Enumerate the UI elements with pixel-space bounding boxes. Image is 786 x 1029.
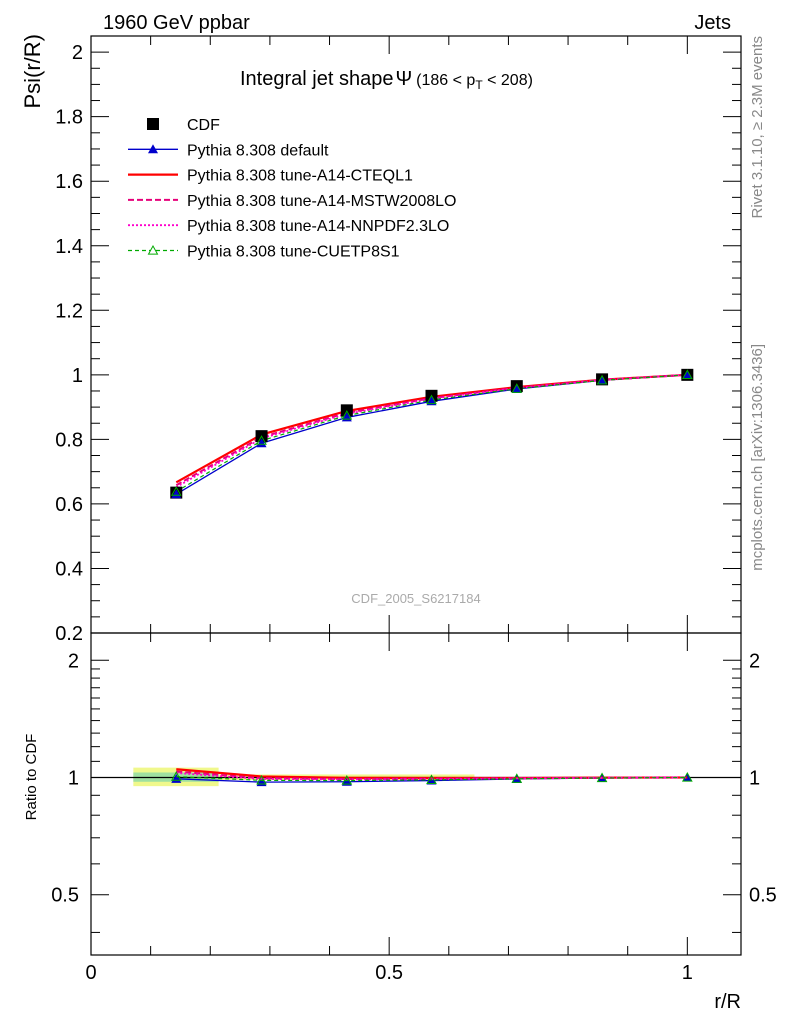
legend-label-4: Pythia 8.308 tune-CUETP8S1 bbox=[187, 244, 400, 261]
main-y-tick-label: 1 bbox=[72, 365, 83, 387]
main-y-tick-label: 0.4 bbox=[55, 558, 83, 580]
series-marker-0 bbox=[511, 384, 522, 394]
ratio-y-tick-label-right: 1 bbox=[749, 767, 760, 789]
main-title-text: Integral jet shape bbox=[240, 68, 393, 90]
title-pt-subscript: T bbox=[475, 78, 483, 92]
rivet-version-label: Rivet 3.1.10, ≥ 2.3M events bbox=[749, 36, 766, 219]
series-marker-4 bbox=[426, 394, 437, 405]
ratio-marker-4 bbox=[681, 771, 693, 782]
ratio-y-tick-label-right: 0.5 bbox=[749, 885, 777, 907]
ratio-line-4 bbox=[176, 776, 688, 782]
ratio-plot-frame bbox=[90, 632, 742, 956]
ratio-y-axis-label: Ratio to CDF bbox=[23, 734, 40, 821]
main-title-range: (186 < pT < 208) bbox=[416, 72, 533, 92]
x-tick-label: 0 bbox=[85, 962, 96, 984]
main-y-tick-label: 1.4 bbox=[55, 236, 83, 258]
header-category-label: Jets bbox=[694, 12, 731, 34]
ratio-marker-0 bbox=[682, 772, 693, 782]
main-y-tick-label: 1.6 bbox=[55, 171, 83, 193]
main-y-tick-label: 0.2 bbox=[55, 623, 83, 645]
legend-label-cdf: CDF bbox=[187, 117, 220, 134]
title-range-end: < 208) bbox=[483, 72, 533, 89]
main-y-tick-label: 1.2 bbox=[55, 300, 83, 322]
legend-label-2: Pythia 8.308 tune-A14-MSTW2008LO bbox=[187, 193, 456, 210]
ratio-y-tick-label: 2 bbox=[68, 650, 79, 672]
ratio-marker-4 bbox=[426, 774, 437, 784]
x-tick-label: 1 bbox=[682, 962, 693, 984]
ratio-marker-4 bbox=[341, 775, 353, 785]
series-marker-4 bbox=[596, 374, 608, 385]
series-marker-0 bbox=[256, 438, 267, 448]
legend-label-0: Pythia 8.308 default bbox=[187, 142, 329, 159]
series-marker-4 bbox=[170, 486, 182, 496]
mcplots-label: mcplots.cern.ch [arXiv:1306.3436] bbox=[749, 344, 766, 571]
main-title-symbol: Ψ bbox=[395, 68, 412, 90]
ratio-marker-4 bbox=[511, 773, 523, 783]
main-y-axis-label: Psi(r/R) bbox=[20, 34, 45, 109]
main-y-tick-label: 1.8 bbox=[55, 107, 83, 129]
series-marker-4 bbox=[511, 383, 523, 393]
ratio-marker-0 bbox=[341, 776, 352, 786]
legend-label-1: Pythia 8.308 tune-A14-CTEQL1 bbox=[187, 168, 413, 185]
header-energy-label: 1960 GeV ppbar bbox=[103, 12, 250, 34]
series-marker-4 bbox=[341, 409, 353, 420]
series-marker-0 bbox=[426, 396, 437, 406]
legend-label-3: Pythia 8.308 tune-A14-NNPDF2.3LO bbox=[187, 218, 449, 235]
ratio-marker-4 bbox=[170, 771, 182, 781]
x-axis-label: r/R bbox=[714, 991, 741, 1013]
ratio-y-tick-label-right: 2 bbox=[749, 650, 760, 672]
x-tick-label: 0.5 bbox=[375, 962, 403, 984]
series-marker-0 bbox=[171, 489, 182, 499]
ratio-line-3 bbox=[176, 772, 688, 781]
ratio-y-tick-label: 0.5 bbox=[51, 885, 79, 907]
series-marker-0 bbox=[682, 369, 693, 379]
legend-marker-4 bbox=[147, 244, 159, 255]
analysis-watermark: CDF_2005_S6217184 bbox=[351, 591, 480, 606]
ratio-y-tick-label: 1 bbox=[68, 767, 79, 789]
series-marker-4 bbox=[256, 435, 267, 445]
main-title: Integral jet shape Ψ (186 < pT < 208) bbox=[240, 68, 533, 92]
main-y-tick-label: 0.6 bbox=[55, 494, 83, 516]
main-series-group bbox=[170, 368, 694, 499]
ratio-marker-4 bbox=[596, 772, 608, 783]
legend-marker-cdf bbox=[147, 118, 159, 130]
ratio-marker-4 bbox=[256, 774, 267, 785]
ratio-series-group bbox=[91, 767, 741, 787]
series-marker-4 bbox=[681, 369, 693, 379]
legend-marker-0 bbox=[148, 144, 158, 154]
main-y-tick-label: 0.8 bbox=[55, 429, 83, 451]
main-y-tick-label: 2 bbox=[72, 42, 83, 64]
series-marker-0 bbox=[597, 375, 608, 385]
